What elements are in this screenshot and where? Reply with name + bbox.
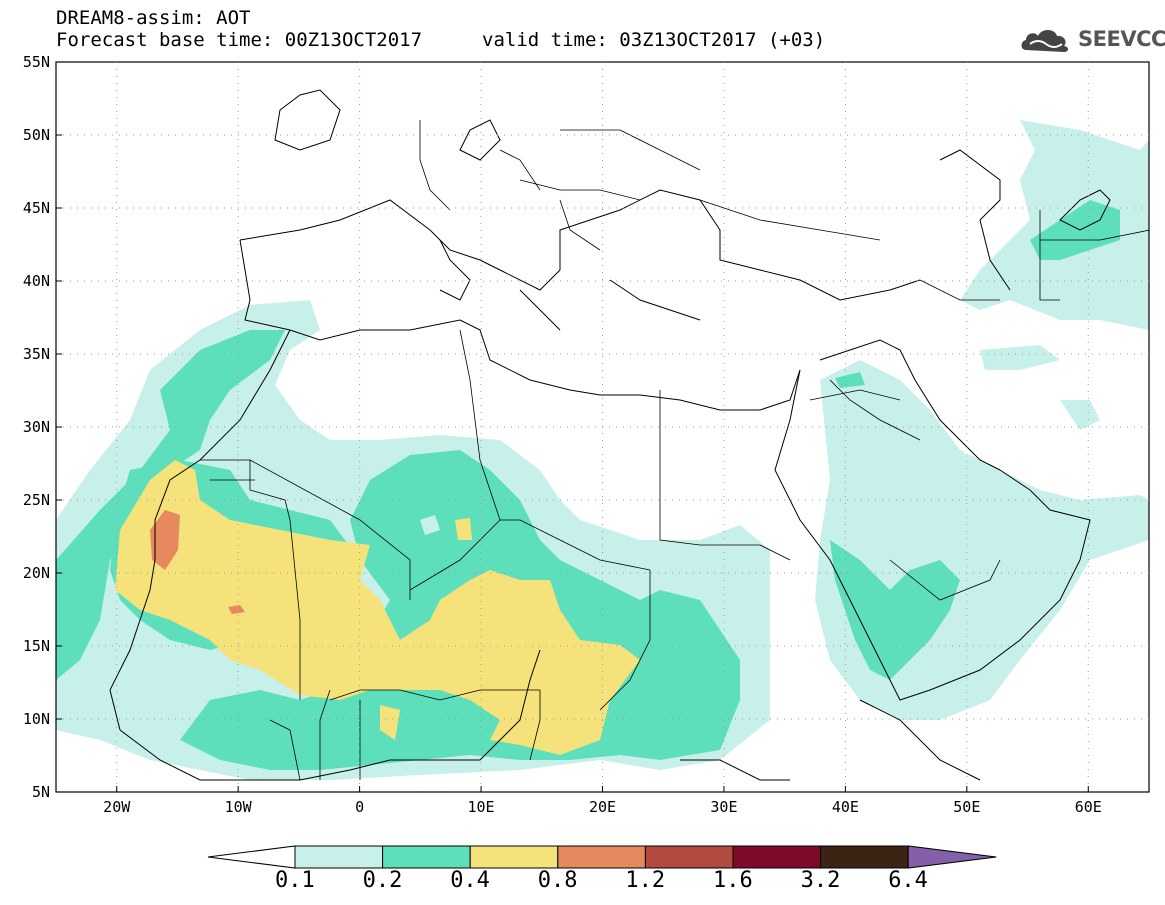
lon-label: 10E	[468, 798, 495, 816]
lon-label: 60E	[1075, 798, 1102, 816]
lon-label: 10W	[225, 798, 253, 816]
lat-label: 45N	[23, 199, 50, 217]
colorbar-box	[820, 845, 909, 869]
colorbar-level-label: 1.6	[713, 868, 753, 893]
graticule	[56, 62, 1149, 792]
cloud-icon	[1021, 30, 1069, 52]
lat-label: 20N	[23, 564, 50, 582]
seevccc-logo: SEEVCCC	[1018, 22, 1165, 56]
logo-text: SEEVCCC	[1078, 27, 1165, 51]
colorbar-box	[557, 845, 646, 869]
lat-label: 5N	[32, 783, 50, 801]
colorbar-level-label: 0.2	[362, 868, 403, 893]
colorbar-max-arrow	[907, 845, 997, 869]
aot-level-0.8	[150, 510, 245, 614]
colorbar-level-label: 0.1	[275, 868, 315, 893]
lon-label: 50E	[953, 798, 980, 816]
colorbar	[207, 845, 997, 869]
colorbar-level-label: 0.8	[537, 868, 578, 893]
colorbar-level-label: 1.2	[625, 868, 666, 893]
aot-level-0.4	[115, 460, 640, 755]
colorbar-level-label: 0.4	[450, 868, 490, 893]
coastlines	[109, 89, 1111, 781]
axis-ticks	[56, 61, 1089, 793]
lon-labels: 20W 10W 0 10E 20E 30E 40E 50E 60E	[103, 798, 1102, 816]
colorbar-box	[294, 845, 384, 869]
lat-label: 55N	[23, 53, 50, 71]
lon-label: 20E	[589, 798, 616, 816]
lon-label: 40E	[832, 798, 859, 816]
lat-label: 40N	[23, 272, 50, 290]
product-title: DREAM8-assim: AOT	[56, 7, 251, 29]
lon-label: 30E	[710, 798, 737, 816]
lat-label: 35N	[23, 345, 50, 363]
colorbar-min-arrow	[207, 845, 296, 869]
colorbar-box	[644, 845, 734, 869]
lon-label: 0	[355, 798, 364, 816]
colorbar-box	[732, 845, 822, 869]
lat-label: 30N	[23, 418, 50, 436]
lat-label: 50N	[23, 126, 50, 144]
colorbar-box	[469, 845, 559, 869]
lat-label: 25N	[23, 491, 50, 509]
lon-label: 20W	[103, 798, 131, 816]
lat-label: 10N	[23, 710, 50, 728]
forecast-base-time: Forecast base time: 00Z13OCT2017	[56, 29, 423, 51]
colorbar-box	[382, 845, 471, 869]
colorbar-level-label: 3.2	[800, 868, 841, 893]
colorbar-level-label: 6.4	[888, 868, 928, 893]
lat-labels: 55N 50N 45N 40N 35N 30N 25N 20N 15N 10N 5N	[23, 53, 50, 801]
aot-map: 55N 50N 45N 40N 35N 30N 25N 20N 15N 10N 5N 20W 10W 0…	[23, 53, 1150, 816]
valid-time: valid time: 03Z13OCT2017 (+03)	[482, 29, 826, 51]
lat-label: 15N	[23, 637, 50, 655]
country-borders	[200, 120, 1149, 781]
